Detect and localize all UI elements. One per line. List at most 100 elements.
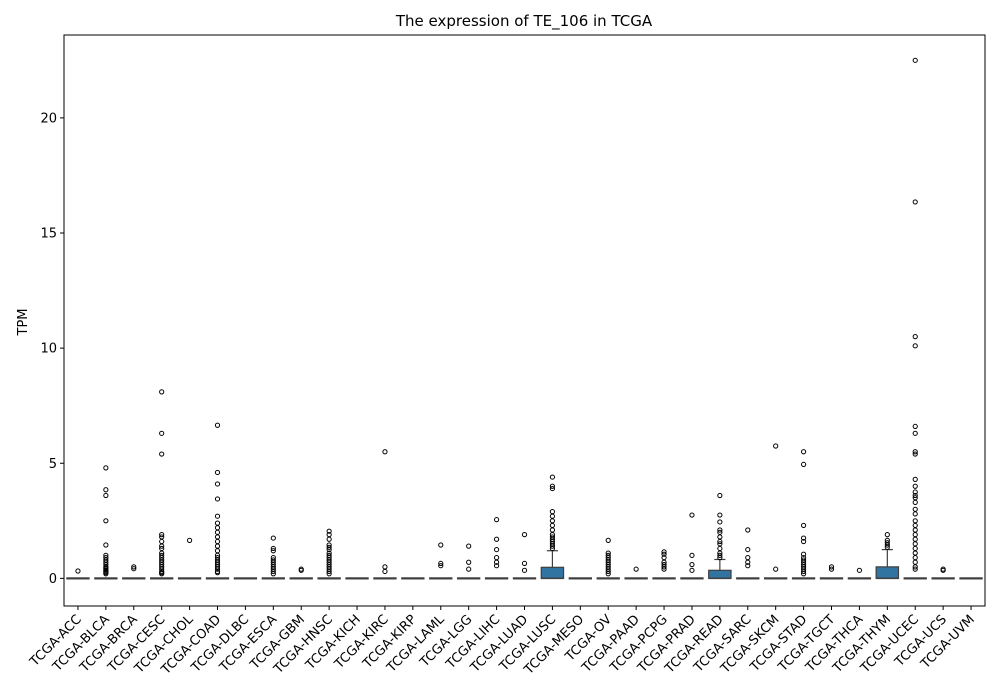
box-group [540, 474, 565, 580]
outlier-point [214, 570, 221, 576]
outlier-point [912, 199, 918, 205]
outlier-point [270, 545, 276, 552]
outlier-point [745, 563, 751, 569]
outlier-point [382, 564, 388, 570]
box-group [317, 528, 341, 580]
outlier-point [549, 518, 556, 524]
outlier-point [326, 528, 332, 534]
outlier-point [912, 476, 918, 482]
outlier-point [633, 566, 639, 572]
outlier-point [800, 535, 807, 541]
outlier-point [800, 571, 807, 577]
box-group [457, 543, 481, 580]
outlier-point [493, 517, 500, 523]
plot-marks [66, 57, 983, 580]
outlier-point [438, 542, 444, 548]
outlier-point [270, 548, 276, 554]
outlier-point [940, 567, 946, 573]
outlier-point [214, 520, 221, 526]
outlier-point [912, 559, 918, 565]
box-group [708, 492, 732, 580]
box-group [652, 549, 676, 580]
outlier-point [326, 571, 332, 577]
outlier-point [884, 532, 890, 538]
outlier-point [186, 537, 193, 543]
box-group [401, 577, 425, 580]
outlier-point [605, 571, 611, 577]
outlier-point [912, 489, 918, 495]
box-group [931, 566, 955, 580]
y-tick-label: 0 [49, 572, 57, 587]
outlier-point [214, 529, 221, 535]
outlier-point [214, 422, 221, 428]
outlier-point [75, 568, 81, 574]
outlier-point [214, 566, 221, 572]
outlier-point [103, 465, 109, 471]
box-group [122, 564, 146, 580]
outlier-point [912, 550, 918, 556]
box-group [289, 566, 313, 580]
outlier-point [912, 511, 918, 517]
box-group [847, 567, 872, 580]
outlier-point [270, 571, 276, 577]
outlier-point [214, 548, 221, 554]
outlier-point [800, 568, 807, 575]
outlier-point [717, 512, 723, 518]
outlier-point [912, 343, 918, 349]
outlier-point [717, 545, 723, 552]
outlier-point [521, 560, 528, 567]
outlier-point [745, 555, 751, 561]
box-group [903, 57, 927, 580]
outlier-point [661, 564, 667, 570]
box-group [345, 577, 369, 580]
outlier-point [661, 566, 667, 572]
outlier-point [270, 535, 276, 541]
y-tick-label: 5 [49, 457, 57, 472]
outlier-point [549, 527, 556, 533]
outlier-point [717, 552, 723, 558]
outlier-point [745, 527, 751, 533]
outlier-point [214, 513, 221, 519]
outlier-point [549, 483, 556, 489]
outlier-point [159, 571, 165, 577]
outlier-point [717, 534, 723, 540]
outlier-point [214, 469, 221, 476]
box [708, 569, 732, 579]
outlier-point [103, 542, 109, 548]
outlier-point [382, 568, 388, 575]
box-group [959, 577, 983, 580]
y-axis-ticks: 0 5 10 15 20 [40, 111, 64, 587]
outlier-point [493, 559, 500, 565]
outlier-point [912, 423, 918, 430]
outlier-point [689, 567, 695, 573]
outlier-point [159, 543, 165, 549]
outlier-point [912, 506, 918, 512]
outlier-point [717, 538, 723, 545]
outlier-point [717, 492, 723, 499]
outlier-point [549, 513, 556, 519]
box-group [150, 389, 174, 580]
box-group [568, 577, 592, 580]
outlier-point [493, 546, 500, 553]
outlier-point [270, 568, 276, 575]
outlier-point [493, 536, 500, 542]
outlier-point [549, 474, 556, 480]
outlier-point [800, 461, 807, 468]
outlier-point [214, 496, 221, 502]
box-group [66, 568, 90, 580]
box-group [680, 512, 704, 580]
box [875, 566, 900, 579]
outlier-point [773, 443, 779, 449]
box-group [512, 532, 537, 580]
outlier-point [466, 566, 472, 572]
outlier-point [689, 561, 695, 568]
outlier-point [773, 566, 779, 572]
outlier-point [884, 542, 890, 548]
outlier-point [912, 451, 918, 457]
outlier-point [912, 541, 918, 547]
outlier-point [912, 518, 918, 524]
outlier-point [493, 555, 500, 561]
outlier-point [549, 485, 556, 492]
outlier-point [159, 430, 165, 436]
